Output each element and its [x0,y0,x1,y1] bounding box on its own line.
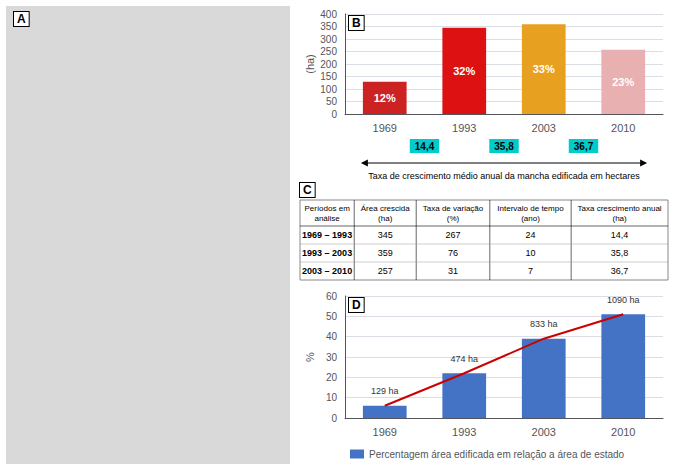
svg-text:Taxa crescimento anual: Taxa crescimento anual [578,204,662,213]
svg-text:(ha): (ha) [304,54,316,74]
svg-text:0: 0 [331,109,337,120]
svg-text:200: 200 [320,59,337,70]
svg-text:Períodos em: Períodos em [304,204,350,213]
svg-text:50: 50 [326,96,338,107]
svg-text:Percentagem área edificada em: Percentagem área edificada em relação a … [369,449,625,460]
svg-text:A: A [17,12,26,26]
svg-text:Intervalo de tempo: Intervalo de tempo [497,204,564,213]
svg-text:D: D [352,298,361,312]
svg-text:359: 359 [378,248,393,258]
svg-text:300: 300 [320,34,337,45]
svg-text:10: 10 [525,248,535,258]
svg-text:350: 350 [320,21,337,32]
svg-text:%: % [304,352,316,362]
svg-text:76: 76 [448,248,458,258]
svg-text:Área crescida: Área crescida [361,204,410,213]
svg-text:0: 0 [331,413,337,424]
svg-text:B: B [352,16,361,30]
svg-text:(ha): (ha) [612,214,627,223]
svg-text:1993 – 2003: 1993 – 2003 [302,248,352,258]
svg-text:(%): (%) [447,214,460,223]
svg-text:1969: 1969 [373,122,397,134]
svg-text:análise: análise [314,214,340,223]
svg-text:474 ha: 474 ha [450,354,478,364]
svg-text:C: C [303,183,312,197]
svg-text:1993: 1993 [452,122,476,134]
svg-text:Taxa de crescimento médio anua: Taxa de crescimento médio anual da manch… [368,171,640,181]
svg-text:100: 100 [320,84,337,95]
svg-text:129 ha: 129 ha [371,386,399,396]
svg-text:35,8: 35,8 [611,248,629,258]
svg-text:23%: 23% [612,76,634,88]
svg-text:(ano): (ano) [521,214,540,223]
svg-text:33%: 33% [533,63,555,75]
svg-text:24: 24 [525,230,535,240]
svg-text:60: 60 [326,291,338,302]
svg-text:2003 – 2010: 2003 – 2010 [302,266,352,276]
svg-text:267: 267 [445,230,460,240]
svg-text:2003: 2003 [532,426,556,438]
svg-text:12%: 12% [374,92,396,104]
svg-text:2010: 2010 [611,122,635,134]
svg-text:1969: 1969 [373,426,397,438]
svg-text:257: 257 [378,266,393,276]
svg-text:14,4: 14,4 [611,230,629,240]
svg-text:50: 50 [326,311,338,322]
svg-text:30: 30 [326,352,338,363]
svg-text:250: 250 [320,46,337,57]
svg-text:1090 ha: 1090 ha [607,295,640,305]
svg-text:36,7: 36,7 [611,266,629,276]
svg-text:7: 7 [528,266,533,276]
svg-text:400: 400 [320,9,337,20]
svg-text:35,8: 35,8 [494,141,514,152]
svg-text:2010: 2010 [611,426,635,438]
svg-text:Taxa de variação: Taxa de variação [423,204,484,213]
svg-text:(ha): (ha) [378,214,393,223]
svg-text:2003: 2003 [532,122,556,134]
svg-text:20: 20 [326,372,338,383]
svg-text:31: 31 [448,266,458,276]
svg-text:40: 40 [326,331,338,342]
svg-text:32%: 32% [453,65,475,77]
svg-text:36,7: 36,7 [574,141,594,152]
svg-text:833 ha: 833 ha [530,319,558,329]
svg-text:150: 150 [320,71,337,82]
svg-text:10: 10 [326,392,338,403]
svg-text:1993: 1993 [452,426,476,438]
svg-text:14,4: 14,4 [415,141,435,152]
svg-text:345: 345 [378,230,393,240]
svg-text:1969 – 1993: 1969 – 1993 [302,230,352,240]
